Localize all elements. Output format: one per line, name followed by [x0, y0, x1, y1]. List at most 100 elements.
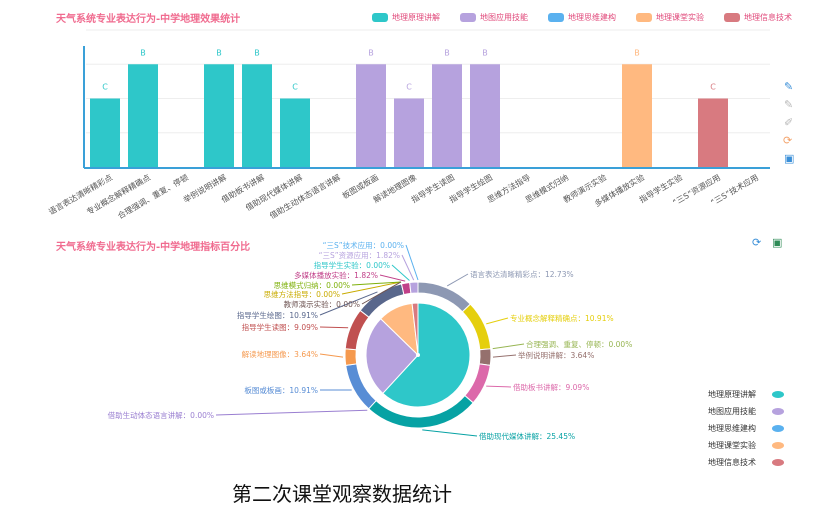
bar-data-label: B — [368, 48, 374, 57]
pie-slice-label: 指导学生绘图：10.91% — [237, 310, 318, 320]
legend-swatch-icon — [772, 391, 784, 398]
bar — [470, 64, 500, 167]
bar-data-label: B — [140, 48, 146, 57]
bar-chart-legend: 地理原理讲解 地图应用技能 地理思维建构 地理课堂实验 地理信息技术 — [372, 12, 792, 23]
pie-slice-label: 多媒体播放实验：1.82% — [294, 270, 378, 280]
pie-inner-slice — [411, 302, 419, 356]
legend-item-thinking[interactable]: 地理思维建构 — [548, 12, 616, 23]
legend-label: 地理课堂实验 — [708, 441, 756, 450]
mark-pen-icon[interactable]: ✎ — [784, 80, 794, 93]
bar-data-label: B — [482, 48, 488, 57]
pie-slice-label: 板图或板画：10.91% — [244, 385, 318, 395]
legend-label: 地图应用技能 — [480, 13, 528, 22]
pie-legend-item-theory[interactable]: 地理原理讲解 — [708, 386, 784, 403]
bar — [90, 98, 120, 167]
legend-label: 地理原理讲解 — [392, 13, 440, 22]
legend-label: 地理原理讲解 — [708, 390, 756, 399]
legend-item-map[interactable]: 地图应用技能 — [460, 12, 528, 23]
bar — [128, 64, 158, 167]
legend-swatch-icon — [636, 13, 652, 22]
save-image-icon[interactable]: ▣ — [784, 152, 795, 165]
pie-label-line — [319, 291, 378, 316]
pie-refresh-icon[interactable]: ⟳ — [752, 236, 762, 249]
bar — [394, 98, 424, 167]
pie-inner-slice — [365, 318, 419, 395]
pie-slice-label: 语言表达清晰精彩点：12.73% — [470, 269, 574, 279]
legend-swatch-icon — [548, 13, 564, 22]
bar — [280, 98, 310, 167]
pie-inner-slice — [382, 302, 471, 408]
legend-swatch-icon — [772, 425, 784, 432]
refresh-icon[interactable]: ⟳ — [783, 134, 793, 147]
pie-slice-label: 思维方法指导：0.00% — [264, 289, 340, 299]
pie-label-line — [351, 281, 402, 286]
pie-label-line — [486, 385, 512, 388]
bar-data-label: B — [634, 48, 640, 57]
bar — [698, 98, 728, 167]
bar-data-label: B — [444, 48, 450, 57]
legend-swatch-icon — [460, 13, 476, 22]
pie-slice-label: 解读地理图像：3.64% — [242, 349, 318, 359]
pie-outer-slice — [344, 309, 370, 351]
pie-slice-label: 专业概念解释精确点：10.91% — [510, 313, 614, 323]
bar — [622, 64, 652, 167]
mark-clear-icon[interactable]: ✐ — [784, 116, 794, 129]
legend-label: 地理思维建构 — [568, 13, 616, 22]
bar — [432, 64, 462, 167]
pie-slice-label: 举例说明讲解：3.64% — [518, 350, 594, 360]
pie-label-line — [492, 354, 517, 358]
bar-chart-title: 天气系统专业表达行为-中学地理效果统计 — [56, 14, 241, 25]
pie-legend-item-map[interactable]: 地图应用技能 — [708, 403, 784, 420]
pie-legend-item-thinking[interactable]: 地理思维建构 — [708, 420, 784, 437]
legend-swatch-icon — [772, 442, 784, 449]
pie-label-line — [486, 317, 509, 325]
pie-slice-label: 借助生动体态语言讲解：0.00% — [108, 410, 214, 420]
pie-label-line — [361, 281, 402, 305]
legend-swatch-icon — [772, 459, 784, 466]
pie-slice-label: “三S”资源应用：1.82% — [319, 250, 400, 260]
pie-slice-label: “三S”技术应用：0.00% — [323, 240, 404, 250]
pie-center-dot — [416, 353, 420, 357]
pie-label-line — [341, 281, 402, 295]
pie-outer-slice — [478, 348, 492, 366]
legend-label: 地理课堂实验 — [656, 13, 704, 22]
legend-item-theory[interactable]: 地理原理讲解 — [372, 12, 440, 23]
pie-slice-label: 合理强调、重复、停顿：0.00% — [526, 339, 632, 349]
bar-data-label: C — [292, 83, 298, 92]
pie-slice-label: 指导学生读图：9.09% — [242, 322, 318, 332]
legend-label: 地理信息技术 — [708, 458, 756, 467]
pie-label-line — [379, 274, 406, 282]
bar-data-label: C — [406, 83, 412, 92]
bar-data-label: B — [254, 48, 260, 57]
legend-swatch-icon — [372, 13, 388, 22]
bar-data-label: C — [102, 83, 108, 92]
pie-outer-slice — [409, 281, 419, 294]
pie-label-line — [319, 326, 349, 329]
legend-swatch-icon — [772, 408, 784, 415]
pie-slice-label: 教师演示实验：0.00% — [284, 299, 360, 309]
bar — [356, 64, 386, 167]
figure-caption: 第二次课堂观察数据统计 — [232, 482, 452, 506]
pie-label-line — [492, 343, 525, 350]
pie-label-line — [215, 409, 368, 416]
pie-slice-label: 借助板书讲解：9.09% — [513, 382, 589, 392]
legend-item-experiment[interactable]: 地理课堂实验 — [636, 12, 704, 23]
pie-label-line — [422, 429, 478, 437]
bar-chart: C语言表达清晰精彩点B专业概念解释精确点合理强调、重复、停顿B举例说明讲解B借助… — [47, 29, 770, 221]
pie-label-line — [391, 264, 410, 281]
bar-data-label: B — [216, 48, 222, 57]
pie-chart-title: 天气系统专业表达行为-中学地理指标百分比 — [56, 242, 251, 253]
pie-label-line — [446, 273, 469, 287]
pie-slice-label: 思维模式归纳：0.00% — [274, 280, 350, 290]
pie-label-line — [401, 254, 415, 281]
legend-item-gis[interactable]: 地理信息技术 — [724, 12, 792, 23]
pie-outer-slice — [464, 363, 491, 404]
pie-label-line — [319, 353, 344, 358]
pie-outer-slice — [344, 348, 358, 366]
mark-undo-icon[interactable]: ✎ — [784, 98, 794, 111]
legend-label: 地理信息技术 — [744, 13, 792, 22]
pie-save-image-icon[interactable]: ▣ — [772, 236, 783, 249]
pie-legend-item-gis[interactable]: 地理信息技术 — [708, 454, 784, 471]
pie-legend-item-experiment[interactable]: 地理课堂实验 — [708, 437, 784, 454]
legend-swatch-icon — [724, 13, 740, 22]
